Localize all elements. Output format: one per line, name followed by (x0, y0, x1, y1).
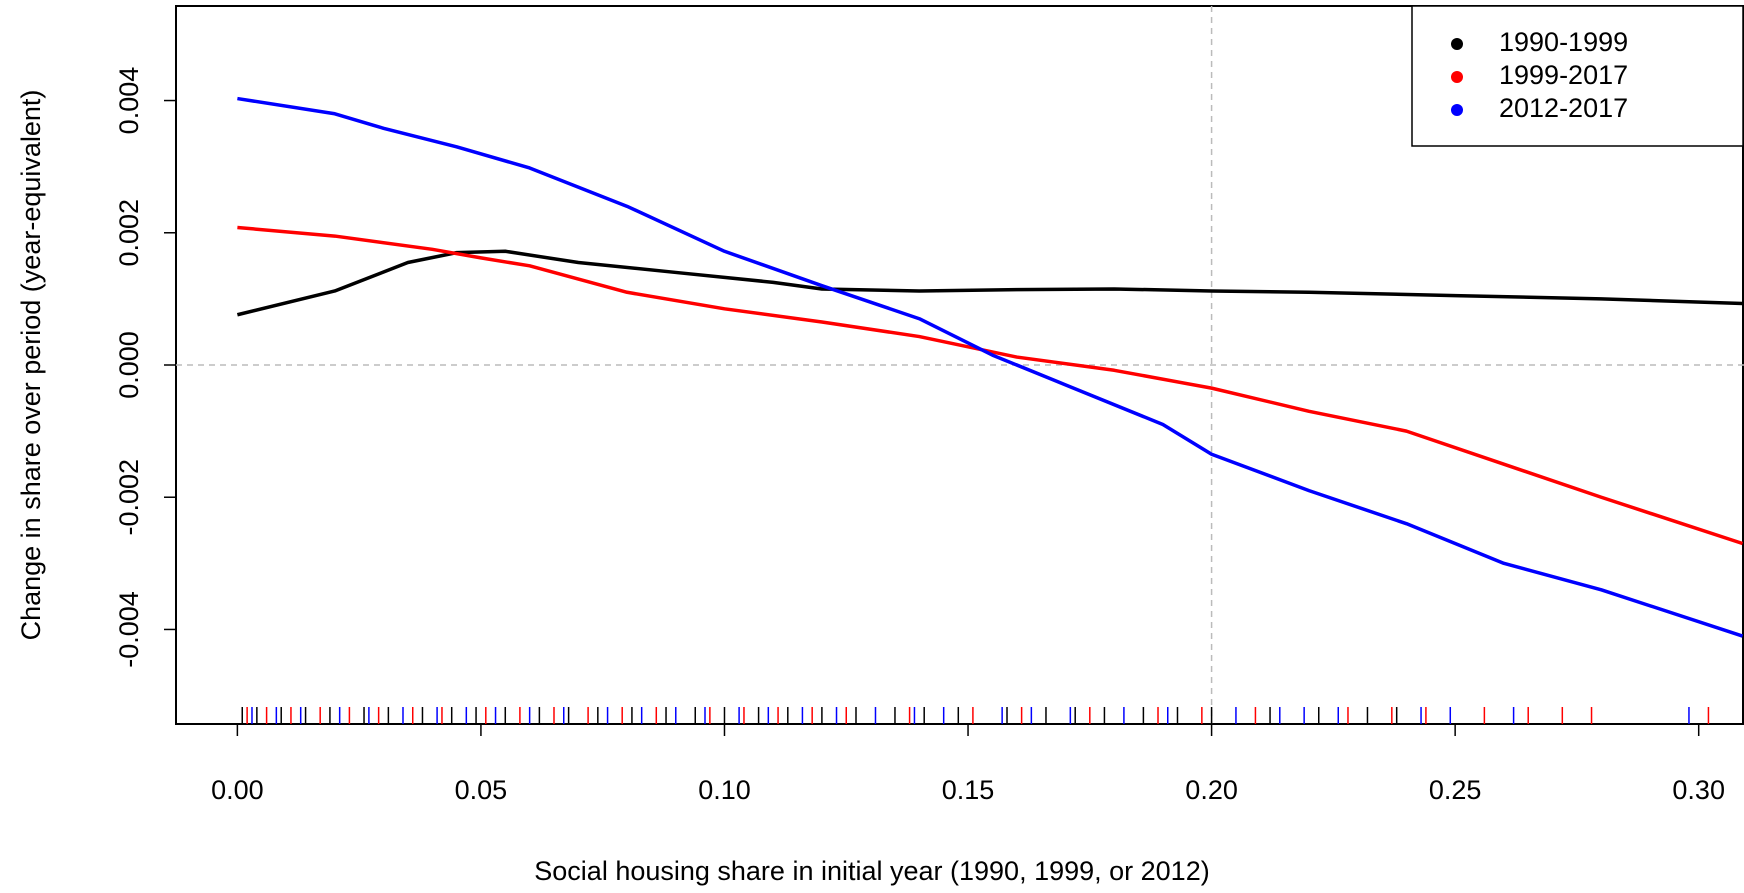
data-line (236, 249, 1743, 317)
y-tick-label: 0.000 (114, 331, 144, 399)
y-tick-label: -0.004 (114, 591, 144, 668)
legend-box (1411, 5, 1744, 147)
x-tick-label: 0.25 (1429, 775, 1482, 805)
legend-marker (1451, 71, 1463, 83)
x-tick-label: 0.15 (942, 775, 995, 805)
legend-label: 1990-1999 (1499, 27, 1628, 57)
y-tick-label: -0.002 (114, 459, 144, 536)
x-tick-label: 0.30 (1672, 775, 1725, 805)
legend-label: 2012-2017 (1499, 93, 1628, 123)
y-axis-title: Change in share over period (year-equiva… (16, 90, 46, 641)
legend-label: 1999-2017 (1499, 60, 1628, 90)
x-tick-label: 0.05 (455, 775, 508, 805)
x-tick-label: 0.20 (1185, 775, 1238, 805)
data-line (237, 96, 1744, 638)
y-tick-label: 0.004 (114, 67, 144, 135)
data-line (237, 225, 1744, 546)
x-tick-label: 0.00 (211, 775, 264, 805)
legend-marker (1451, 104, 1463, 116)
legend-marker (1451, 38, 1463, 50)
y-tick-label: 0.002 (114, 199, 144, 267)
x-tick-label: 0.10 (698, 775, 751, 805)
x-axis-title: Social housing share in initial year (19… (534, 856, 1209, 886)
